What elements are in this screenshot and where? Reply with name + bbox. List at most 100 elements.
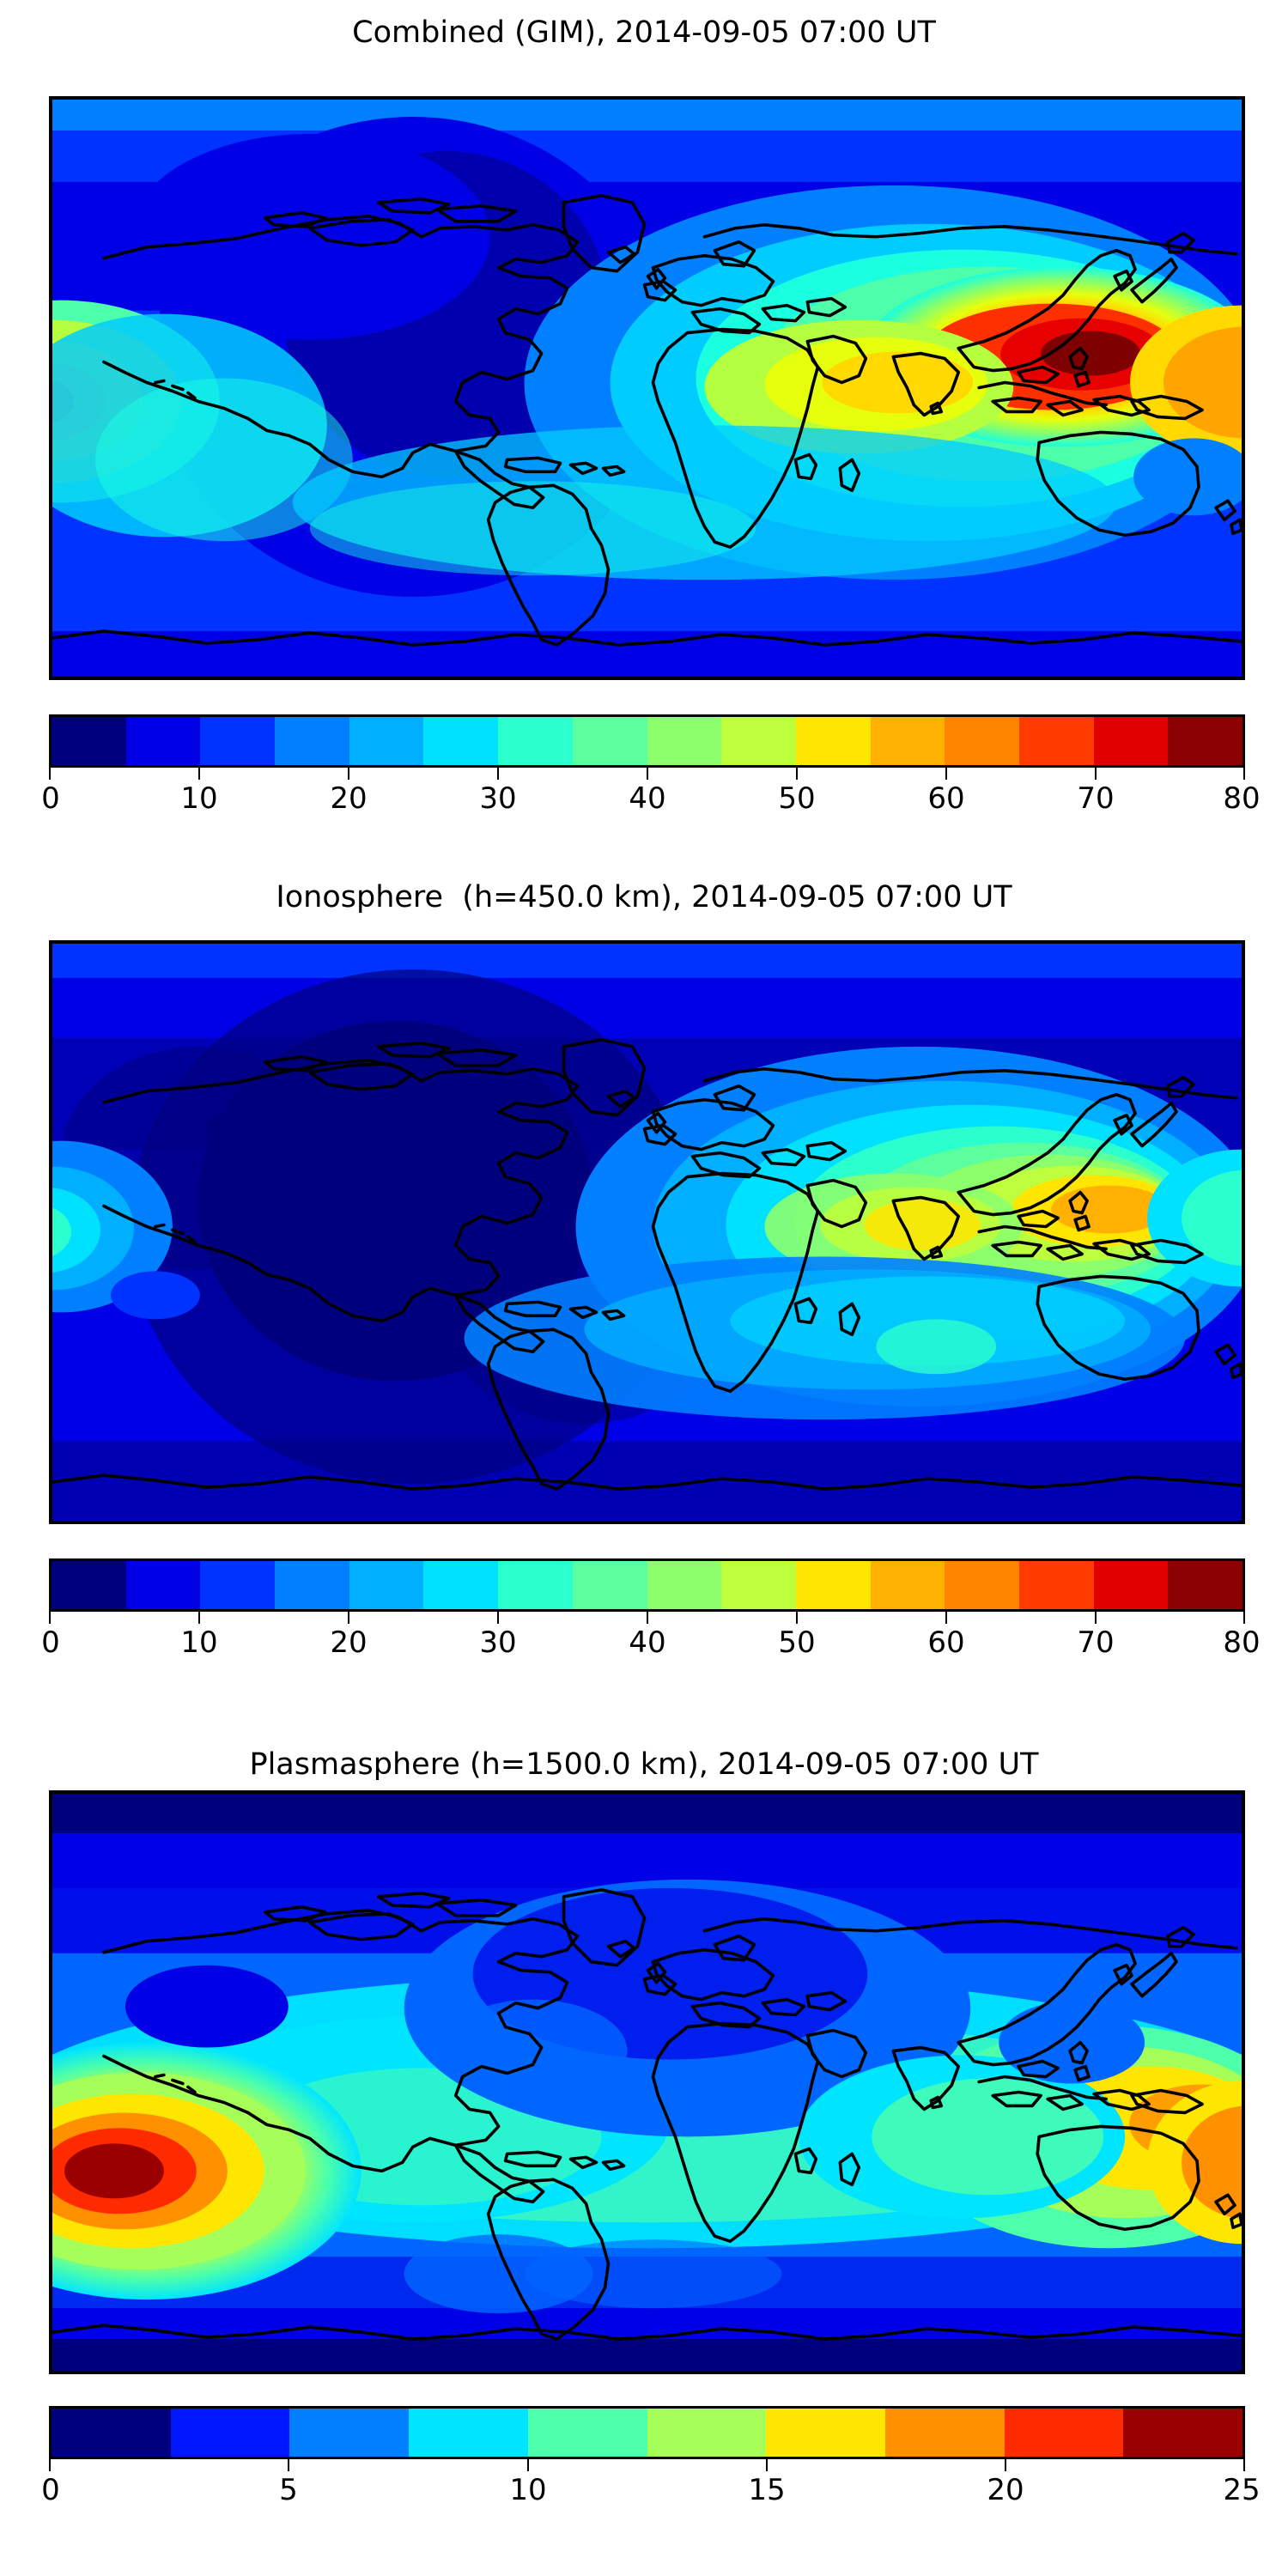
panel-title-plasmasphere: Plasmasphere (h=1500.0 km), 2014-09-05 0… — [249, 1747, 1039, 1782]
cbar-tick-label: 60 — [927, 1625, 965, 1660]
cbar-tick — [49, 1612, 51, 1624]
cbar-tick — [348, 1612, 349, 1624]
cbar-tick-label: 25 — [1223, 2473, 1261, 2507]
cbar-seg — [766, 2409, 885, 2457]
cbar-tick-label: 60 — [927, 781, 965, 816]
cbar-tick-label: 30 — [479, 781, 517, 816]
cbar-seg — [349, 717, 424, 765]
cbar-tick-label: 20 — [330, 1625, 368, 1660]
cbar-tick — [348, 768, 349, 780]
cbar-seg — [52, 1561, 126, 1609]
cbar-seg — [572, 717, 647, 765]
cbar-tick-label: 50 — [778, 781, 816, 816]
cbar-tick-label: 20 — [330, 781, 368, 816]
cbar-seg — [647, 1561, 722, 1609]
cbar-seg — [647, 2409, 767, 2457]
panel-title-ionosphere: Ionosphere (h=450.0 km), 2014-09-05 07:0… — [276, 880, 1012, 914]
cbar-tick-label: 30 — [479, 1625, 517, 1660]
cbar-tick-label: 5 — [279, 2473, 298, 2507]
cbar-seg — [498, 717, 573, 765]
cbar-tick — [288, 2459, 289, 2471]
cbar-seg — [275, 1561, 349, 1609]
map-ionosphere — [49, 940, 1245, 1524]
cbar-seg — [423, 1561, 499, 1609]
panel-ionosphere: Ionosphere (h=450.0 km), 2014-09-05 07:0… — [0, 859, 1288, 1717]
cbar-seg — [1018, 1561, 1094, 1609]
cbar-tick-label: 40 — [629, 1625, 666, 1660]
map-plasmasphere — [49, 1790, 1245, 2374]
cbar-seg — [572, 1561, 647, 1609]
map-canvas-ionosphere — [52, 944, 1242, 1521]
colorbar-combined: 0 10 20 30 40 50 60 70 80 — [41, 714, 1261, 817]
map-canvas-combined — [52, 100, 1242, 677]
cbar-seg — [125, 717, 201, 765]
cbar-seg — [1168, 717, 1242, 765]
cbar-tick — [527, 2459, 529, 2471]
cbar-seg — [870, 717, 945, 765]
panel-title-combined: Combined (GIM), 2014-09-05 07:00 UT — [352, 15, 936, 50]
map-canvas-plasmasphere — [52, 1794, 1242, 2371]
cbar-seg — [275, 717, 349, 765]
cbar-seg — [884, 2409, 1005, 2457]
cbar-tick — [766, 2459, 768, 2471]
colorbar-ionosphere-bar — [49, 1558, 1245, 1612]
cbar-tick — [945, 768, 947, 780]
cbar-tick-label: 10 — [509, 2473, 547, 2507]
cbar-tick — [796, 768, 798, 780]
cbar-tick — [49, 2459, 51, 2471]
cbar-seg — [52, 2409, 171, 2457]
colorbar-plasmasphere-bar — [49, 2406, 1245, 2459]
cbar-tick-label: 0 — [41, 1625, 60, 1660]
cbar-tick — [1243, 1612, 1245, 1624]
cbar-tick — [1005, 2459, 1006, 2471]
cbar-seg — [1168, 1561, 1242, 1609]
colorbar-plasmasphere: 0 5 10 15 20 25 — [41, 2406, 1261, 2509]
colorbar-ionosphere-ticks: 0 10 20 30 40 50 60 70 80 — [41, 1612, 1261, 1662]
cbar-seg — [721, 717, 796, 765]
cbar-seg — [945, 717, 1019, 765]
panel-plasmasphere: Plasmasphere (h=1500.0 km), 2014-09-05 0… — [0, 1717, 1288, 2576]
colorbar-combined-ticks: 0 10 20 30 40 50 60 70 80 — [41, 768, 1261, 817]
cbar-tick — [198, 1612, 200, 1624]
cbar-seg — [795, 1561, 871, 1609]
cbar-tick — [1243, 2459, 1245, 2471]
cbar-seg — [1093, 1561, 1169, 1609]
cbar-tick — [198, 768, 200, 780]
cbar-tick-label: 80 — [1223, 1625, 1261, 1660]
cbar-seg — [349, 1561, 424, 1609]
cbar-seg — [527, 2409, 647, 2457]
cbar-tick-label: 10 — [180, 1625, 218, 1660]
cbar-seg — [647, 717, 722, 765]
cbar-seg — [125, 1561, 201, 1609]
cbar-tick — [1095, 1612, 1097, 1624]
cbar-tick-label: 70 — [1077, 1625, 1115, 1660]
cbar-tick — [647, 768, 648, 780]
cbar-seg — [409, 2409, 528, 2457]
cbar-seg — [289, 2409, 410, 2457]
cbar-tick — [49, 768, 51, 780]
cbar-tick-label: 0 — [41, 2473, 60, 2507]
cbar-seg — [423, 717, 499, 765]
cbar-tick-label: 40 — [629, 781, 666, 816]
cbar-seg — [1018, 717, 1094, 765]
cbar-seg — [945, 1561, 1019, 1609]
cbar-tick-label: 10 — [180, 781, 218, 816]
cbar-seg — [795, 717, 871, 765]
cbar-tick — [796, 1612, 798, 1624]
colorbar-plasmasphere-ticks: 0 5 10 15 20 25 — [41, 2459, 1261, 2509]
cbar-seg — [170, 2409, 290, 2457]
colorbar-combined-bar — [49, 714, 1245, 768]
cbar-tick — [647, 1612, 648, 1624]
cbar-seg — [52, 717, 126, 765]
cbar-seg — [200, 1561, 276, 1609]
map-combined-gim — [49, 96, 1245, 680]
cbar-tick — [1095, 768, 1097, 780]
cbar-tick — [497, 1612, 499, 1624]
cbar-seg — [721, 1561, 796, 1609]
cbar-seg — [1093, 717, 1169, 765]
cbar-seg — [1004, 2409, 1124, 2457]
cbar-tick-label: 0 — [41, 781, 60, 816]
cbar-tick — [497, 768, 499, 780]
panel-combined-gim: Combined (GIM), 2014-09-05 07:00 UT — [0, 0, 1288, 859]
